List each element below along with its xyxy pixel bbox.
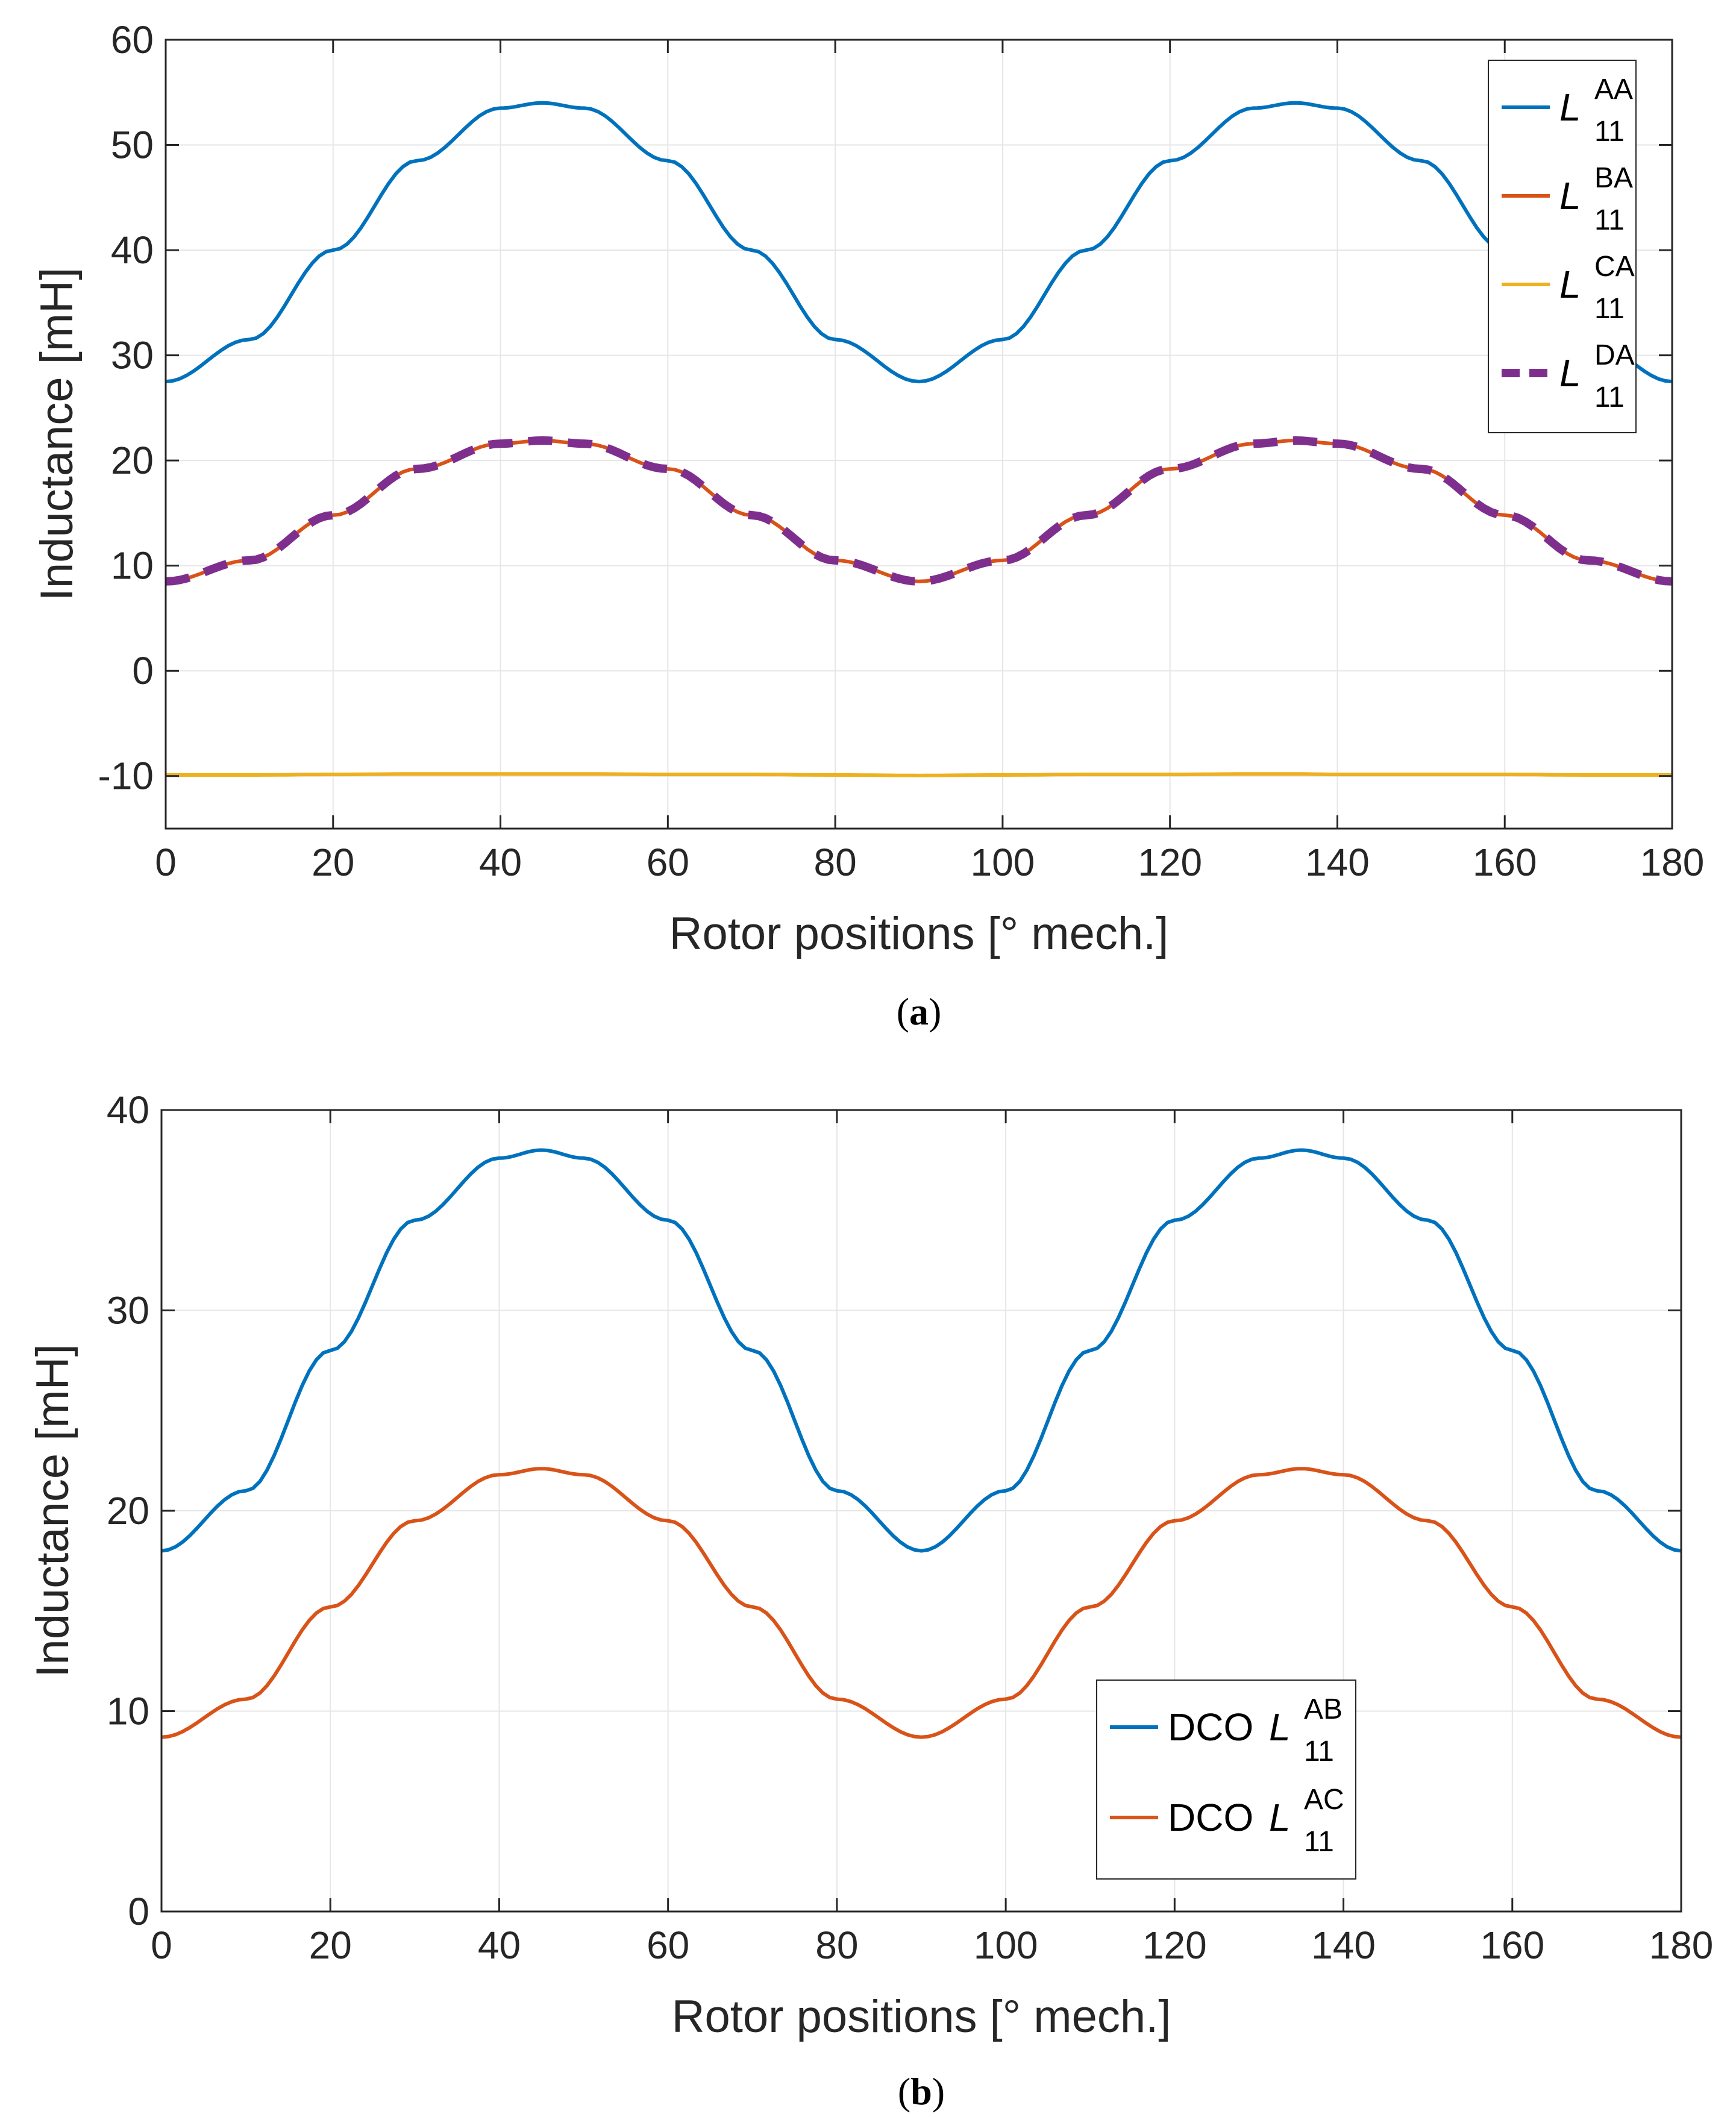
legend-box xyxy=(1096,1679,1356,1880)
legend-subscript: 11 xyxy=(1304,1736,1334,1767)
x-tick-label: 40 xyxy=(478,1924,521,1967)
x-tick-label: 180 xyxy=(1649,1924,1714,1967)
series-line-a-1 xyxy=(165,439,1673,583)
x-tick-label: 20 xyxy=(312,841,354,884)
chart-panel-a: 0 20 40 60 80 100 120 140 160 180-100102030405060… xyxy=(31,18,1704,1033)
panel-caption-letter: a xyxy=(909,990,929,1033)
y-tick-label: 20 xyxy=(111,439,154,482)
panel-caption: (a) xyxy=(897,990,942,1033)
y-tick-label: 20 xyxy=(107,1489,149,1532)
series-line-a-0 xyxy=(165,101,1673,384)
y-tick-label: 40 xyxy=(107,1088,149,1132)
x-axis-label: Rotor positions [° mech.] xyxy=(669,908,1169,959)
legend-symbol: L xyxy=(1269,1705,1291,1749)
legend-symbol: L xyxy=(1559,263,1581,306)
legend: L AA 11 L BA 11 L CA 11 L DA 11 xyxy=(1488,60,1637,433)
y-tick-label: -10 xyxy=(98,754,154,798)
series-line-b-1 xyxy=(161,1467,1682,1739)
x-tick-label: 140 xyxy=(1305,841,1370,884)
y-tick-label: 50 xyxy=(111,124,154,167)
x-tick-label: 140 xyxy=(1311,1924,1376,1967)
legend-subscript: 11 xyxy=(1594,293,1625,325)
legend-superscript: DA xyxy=(1594,339,1635,371)
legend-subscript: 11 xyxy=(1594,381,1625,413)
x-tick-label: 80 xyxy=(815,1924,858,1967)
x-tick-label: 100 xyxy=(970,841,1035,884)
y-axis-label: Inductance [mH] xyxy=(31,268,83,601)
legend-superscript: CA xyxy=(1594,251,1635,283)
series-line-a-2 xyxy=(166,772,1672,777)
legend-symbol: L xyxy=(1559,86,1581,129)
legend-superscript: AB xyxy=(1304,1693,1343,1725)
legend-prefix: DCO xyxy=(1168,1796,1253,1839)
y-axis-label: Inductance [mH] xyxy=(27,1344,78,1677)
x-axis-label: Rotor positions [° mech.] xyxy=(672,1991,1171,2042)
y-tick-label: 0 xyxy=(128,1890,149,1933)
y-tick-label: 60 xyxy=(111,18,154,61)
x-tick-label: 0 xyxy=(151,1924,172,1967)
legend-symbol: L xyxy=(1559,351,1581,395)
legend-symbol: L xyxy=(1559,174,1581,218)
x-tick-label: 180 xyxy=(1640,841,1705,884)
legend-subscript: 11 xyxy=(1304,1826,1334,1858)
y-tick-label: 10 xyxy=(111,544,154,588)
plot-area xyxy=(166,40,1672,829)
legend-superscript: AC xyxy=(1304,1784,1344,1816)
y-tick-label: 10 xyxy=(107,1690,149,1733)
panel-caption: (b) xyxy=(898,2070,945,2113)
x-tick-label: 160 xyxy=(1480,1924,1544,1967)
y-tick-label: 30 xyxy=(107,1289,149,1332)
legend-subscript: 11 xyxy=(1594,204,1625,236)
x-tick-label: 100 xyxy=(974,1924,1038,1967)
y-tick-label: 30 xyxy=(111,334,154,377)
x-tick-label: 0 xyxy=(155,841,177,884)
y-tick-label: 0 xyxy=(132,649,154,692)
legend-superscript: AA xyxy=(1594,74,1633,105)
series-line-b-0 xyxy=(161,1148,1682,1553)
legend-prefix: DCO xyxy=(1168,1705,1253,1749)
x-tick-label: 80 xyxy=(814,841,857,884)
x-tick-label: 20 xyxy=(309,1924,352,1967)
chart-panel-b: 0 20 40 60 80 100 120 140 160 180 0 10 20 30 40 Rotor p… xyxy=(27,1088,1713,2113)
legend-superscript: BA xyxy=(1594,162,1633,194)
x-tick-label: 160 xyxy=(1473,841,1537,884)
panel-caption-letter: b xyxy=(910,2070,932,2113)
x-tick-label: 120 xyxy=(1138,841,1202,884)
legend-subscript: 11 xyxy=(1594,116,1625,148)
x-tick-label: 60 xyxy=(647,841,689,884)
legend: DCO L AB 11 DCO L AC 11 xyxy=(1096,1679,1356,1880)
axes-frame xyxy=(165,39,1673,830)
x-tick-label: 40 xyxy=(479,841,522,884)
x-tick-label: 120 xyxy=(1142,1924,1207,1967)
x-tick-label: 60 xyxy=(647,1924,689,1967)
legend-symbol: L xyxy=(1269,1796,1291,1839)
y-tick-label: 40 xyxy=(111,228,154,272)
